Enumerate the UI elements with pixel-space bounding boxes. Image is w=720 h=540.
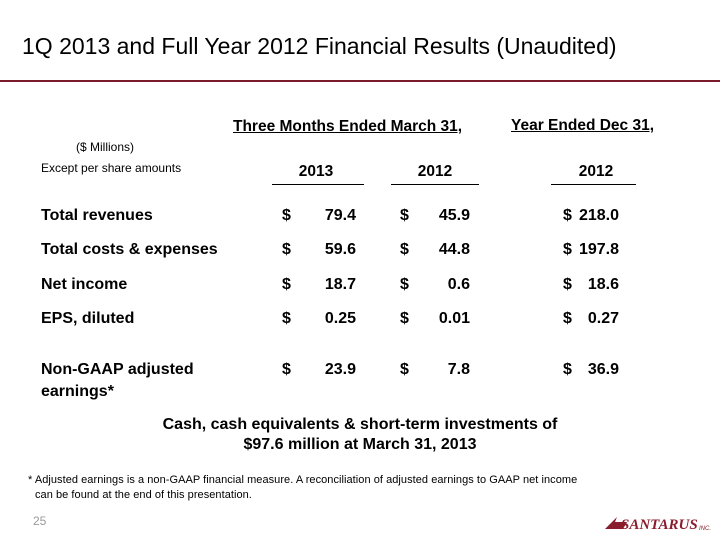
except-label: Except per share amounts — [41, 161, 182, 175]
cell-eps-2012-q: $0.01 — [400, 308, 470, 330]
cell-eps-2012-fy: $0.27 — [563, 308, 619, 330]
value: 44.8 — [438, 241, 470, 258]
footnote-line1: * Adjusted earnings is a non-GAAP financ… — [28, 474, 578, 486]
cell-total-costs-2013: $59.6 — [282, 239, 356, 261]
value: 218.0 — [578, 207, 619, 224]
currency-symbol: $ — [400, 310, 409, 327]
year-2013-header: 2013 — [298, 163, 334, 180]
cash-note-line2: $97.6 million at March 31, 2013 — [243, 436, 477, 453]
value: 18.7 — [324, 276, 356, 293]
row-label-non-gaap: Non-GAAP adjusted earnings* — [41, 361, 194, 400]
currency-symbol: $ — [400, 241, 409, 258]
cell-net-income-2012-q: $0.6 — [400, 274, 470, 296]
value: 79.4 — [324, 207, 356, 224]
value: 59.6 — [324, 241, 356, 258]
currency-symbol: $ — [563, 310, 572, 327]
cell-total-costs-2012-fy: $197.8 — [563, 239, 619, 261]
currency-symbol: $ — [563, 241, 572, 258]
year-2012-fy-header: 2012 — [578, 163, 614, 180]
cell-non-gaap-2012-q: $7.8 — [400, 359, 470, 381]
cell-total-costs-2012-q: $44.8 — [400, 239, 470, 261]
value: 197.8 — [578, 241, 619, 258]
currency-symbol: $ — [282, 310, 291, 327]
page-number: 25 — [33, 514, 47, 528]
cell-non-gaap-2012-fy: $36.9 — [563, 359, 619, 381]
currency-symbol: $ — [282, 361, 291, 378]
header-year-ended: Year Ended Dec 31, — [511, 117, 655, 134]
cell-net-income-2012-fy: $18.6 — [563, 274, 619, 296]
footnote: * Adjusted earnings is a non-GAAP financ… — [28, 473, 668, 503]
value: 23.9 — [324, 361, 356, 378]
cell-total-revenues-2012-q: $45.9 — [400, 205, 470, 227]
value: 0.01 — [438, 310, 470, 327]
units-label: ($ Millions) — [76, 140, 135, 154]
cash-note-line1: Cash, cash equivalents & short-term inve… — [162, 416, 558, 433]
year-underline-2013 — [272, 184, 364, 185]
row-label-eps-diluted: EPS, diluted — [41, 310, 135, 327]
title-divider — [0, 80, 720, 82]
value: 45.9 — [438, 207, 470, 224]
currency-symbol: $ — [282, 276, 291, 293]
footnote-line2: can be found at the end of this presenta… — [35, 489, 252, 501]
cell-total-revenues-2012-fy: $218.0 — [563, 205, 619, 227]
santarus-logo: SANTARUS INC. — [605, 517, 711, 533]
logo-arrow-mark — [605, 517, 627, 529]
cell-eps-2013: $0.25 — [282, 308, 356, 330]
currency-symbol: $ — [282, 241, 291, 258]
row-label-total-revenues: Total revenues — [41, 207, 153, 224]
header-three-months: Three Months Ended March 31, — [233, 118, 463, 135]
cash-note: Cash, cash equivalents & short-term inve… — [0, 415, 720, 455]
value: 7.8 — [447, 361, 470, 378]
logo-wordmark: SANTARUS — [621, 517, 698, 533]
value: 0.6 — [447, 276, 470, 293]
year-2012-q-header: 2012 — [417, 163, 453, 180]
value: 0.27 — [587, 310, 619, 327]
year-underline-2012-fy — [551, 184, 636, 185]
cell-net-income-2013: $18.7 — [282, 274, 356, 296]
value: 18.6 — [587, 276, 619, 293]
page-title: 1Q 2013 and Full Year 2012 Financial Res… — [22, 33, 617, 59]
logo-suffix: INC. — [699, 526, 711, 532]
year-underline-2012-q — [391, 184, 479, 185]
currency-symbol: $ — [563, 361, 572, 378]
row-label-net-income: Net income — [41, 276, 128, 293]
currency-symbol: $ — [400, 276, 409, 293]
currency-symbol: $ — [400, 361, 409, 378]
value: 36.9 — [587, 361, 619, 378]
currency-symbol: $ — [563, 207, 572, 224]
currency-symbol: $ — [400, 207, 409, 224]
currency-symbol: $ — [563, 276, 572, 293]
cell-non-gaap-2013: $23.9 — [282, 359, 356, 381]
currency-symbol: $ — [282, 207, 291, 224]
row-label-total-costs: Total costs & expenses — [41, 241, 218, 258]
value: 0.25 — [324, 310, 356, 327]
cell-total-revenues-2013: $79.4 — [282, 205, 356, 227]
